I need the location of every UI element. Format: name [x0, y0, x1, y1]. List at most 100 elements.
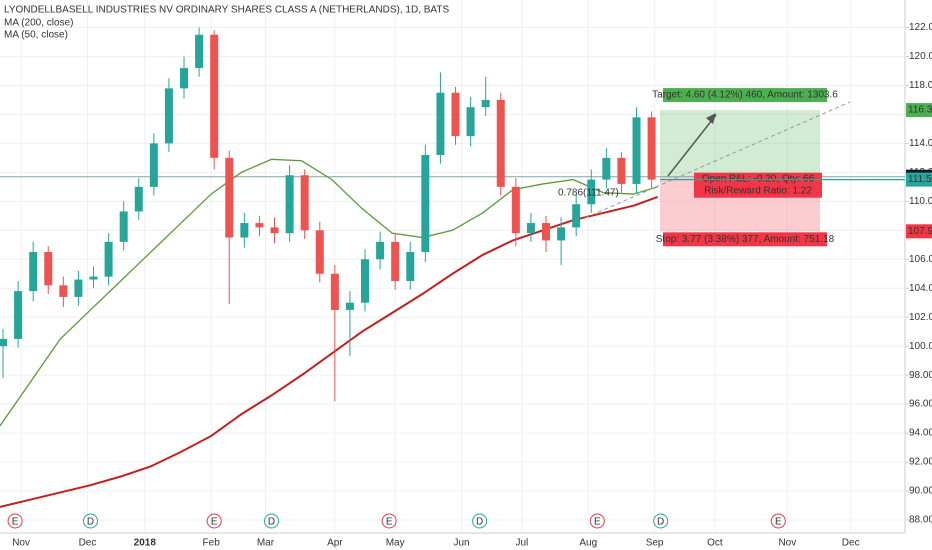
mid-layer: [0, 27, 658, 508]
event-label: E: [12, 517, 19, 528]
y-tick-label: 88.00: [909, 515, 932, 526]
candle-body: [526, 223, 535, 234]
y-tick-label: 94.00: [909, 428, 932, 439]
candle-body: [511, 186, 520, 234]
target-arrow: [667, 114, 717, 177]
y-tick-label: 98.00: [909, 370, 932, 381]
y-tick-label: 110.00: [909, 196, 932, 207]
event-marker: [83, 513, 98, 529]
candle-body: [164, 88, 173, 144]
candle-body: [361, 259, 370, 303]
fib-label: 0.786(111.47): [558, 188, 619, 199]
candle-body: [330, 273, 339, 310]
candle-body: [587, 179, 596, 205]
candle-body: [421, 154, 430, 253]
event-label: D: [657, 517, 664, 528]
event-marker: [264, 513, 279, 529]
event-marker: [653, 513, 669, 529]
x-tick-label: Sep: [646, 538, 664, 549]
x-tick-label: May: [386, 538, 405, 549]
target-label-box: [663, 88, 827, 103]
candle-body: [134, 186, 143, 212]
event-label: D: [476, 517, 483, 528]
candle-body: [466, 107, 475, 137]
y-tick-label: 96.00: [909, 399, 932, 410]
candle-body: [572, 204, 581, 228]
candle-body: [376, 241, 385, 260]
x-tick-label: Nov: [778, 538, 796, 549]
event-marker: [7, 513, 23, 529]
x-tick-label: Feb: [203, 538, 221, 549]
front-layer: MA (200, close)MA (50, close) 0.786(111.4…: [4, 18, 932, 529]
pnl-label: Open P&L: -0.20, Qty: 66: [702, 173, 815, 184]
candle-body: [300, 175, 309, 231]
candle-body: [542, 223, 551, 241]
stop-label: Stop: 3.77 (3.38%) 377, Amount: 751.18: [656, 234, 835, 245]
x-tick-label: Dec: [79, 538, 97, 549]
y-tick-label: 122.00: [909, 22, 932, 33]
chart-title: LYONDELLBASELL INDUSTRIES NV ORDINARY SH…: [4, 5, 449, 16]
candle-body: [345, 302, 354, 310]
x-tick-label: Mar: [257, 538, 275, 549]
ma-line: [0, 158, 658, 427]
event-marker: [770, 513, 786, 529]
event-label: E: [386, 517, 393, 528]
x-tick-label: Apr: [327, 538, 343, 549]
candle-body: [89, 276, 98, 280]
y-tick-label: 114.00: [909, 138, 932, 149]
trend-line: [584, 101, 851, 219]
y-tick-label: 118.00: [909, 80, 932, 91]
price-tag: [906, 224, 932, 239]
candle-body: [391, 241, 400, 281]
event-marker: [472, 513, 488, 529]
x-tick-label: Jun: [453, 538, 469, 549]
price-tag-label: 107.93: [908, 226, 932, 237]
x-tick-label: Jul: [515, 538, 528, 549]
x-tick-label: Dec: [842, 538, 860, 549]
price-tag-label: 116.30: [908, 105, 932, 116]
event-label: E: [775, 517, 782, 528]
candle-body: [74, 279, 83, 297]
candle-body: [195, 34, 204, 69]
candle-body: [451, 92, 460, 137]
candle-body: [180, 68, 189, 89]
event-label: E: [211, 517, 218, 528]
ma-line: [0, 196, 658, 508]
candle-body: [632, 117, 641, 184]
y-tick-label: 106.00: [909, 254, 932, 265]
candle-body: [315, 230, 324, 274]
y-tick-label: 104.00: [909, 283, 932, 294]
stop-label-box: [663, 232, 827, 247]
candle-body: [210, 34, 219, 158]
y-tick-label: 92.00: [909, 457, 932, 468]
candle-body: [225, 157, 234, 238]
candle-body: [481, 99, 490, 108]
event-label: D: [87, 517, 94, 528]
x-tick-label: Oct: [707, 538, 723, 549]
candle-body: [647, 117, 656, 180]
candle-body: [240, 223, 249, 238]
candle-body: [14, 291, 23, 339]
candle-body: [255, 223, 264, 228]
event-marker: [589, 513, 605, 529]
price-tag: [906, 103, 932, 118]
legend-entry: MA (200, close): [4, 18, 73, 29]
candle-body: [44, 252, 53, 286]
candle-body: [149, 143, 158, 187]
arrow-head: [706, 113, 716, 124]
candle-body: [270, 227, 279, 234]
rr-label: Risk/Reward Ratio: 1.22: [704, 185, 812, 196]
event-label: D: [268, 517, 275, 528]
candle-body: [29, 252, 38, 292]
candle-body: [557, 227, 566, 241]
candle-body: [496, 99, 505, 187]
event-marker: [206, 513, 222, 529]
y-tick-label: 102.00: [909, 312, 932, 323]
candle-body: [436, 92, 445, 155]
price-tag: [906, 172, 932, 187]
candle-body: [104, 241, 113, 277]
event-marker: [381, 513, 397, 529]
candle-body: [285, 175, 294, 234]
price-tag-label: 111.50: [908, 174, 932, 185]
candle-body: [617, 157, 626, 184]
